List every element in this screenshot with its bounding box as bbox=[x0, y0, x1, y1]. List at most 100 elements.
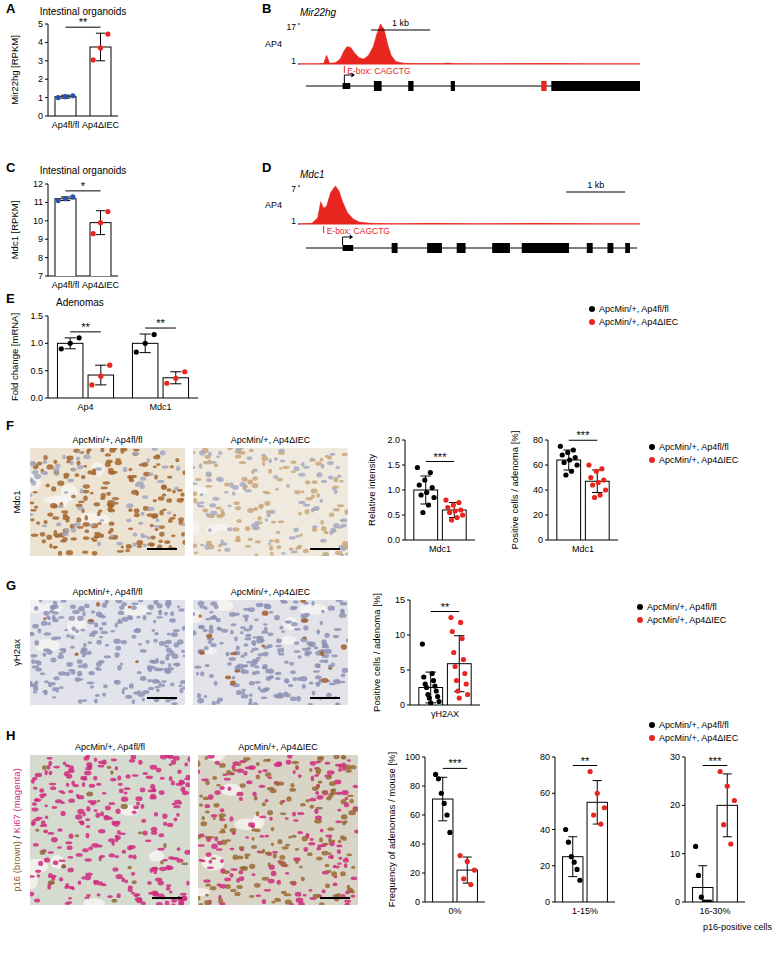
cell bbox=[340, 799, 346, 804]
cell bbox=[323, 843, 329, 846]
cell bbox=[345, 552, 348, 555]
cell bbox=[262, 461, 265, 466]
cell bbox=[235, 670, 241, 673]
cell bbox=[35, 798, 39, 801]
cell bbox=[143, 544, 147, 547]
cell bbox=[53, 546, 57, 549]
cell bbox=[134, 508, 140, 513]
cell bbox=[309, 768, 312, 772]
legend-label: ApcMin/+, Ap4fl/fl bbox=[647, 602, 717, 612]
cell bbox=[288, 684, 294, 687]
cell bbox=[35, 667, 41, 671]
cell bbox=[82, 699, 87, 702]
cell bbox=[83, 484, 90, 488]
cell bbox=[131, 605, 137, 610]
cell bbox=[33, 491, 38, 494]
data-point bbox=[460, 512, 465, 517]
y-tick bbox=[45, 398, 48, 399]
cell bbox=[155, 686, 160, 688]
cell bbox=[220, 808, 225, 812]
plot-marks bbox=[300, 186, 640, 224]
cell bbox=[293, 601, 299, 604]
cell bbox=[66, 456, 73, 461]
cell bbox=[225, 676, 231, 680]
cell bbox=[275, 672, 282, 675]
cell bbox=[321, 480, 327, 483]
cell bbox=[141, 804, 145, 809]
cell bbox=[151, 827, 158, 832]
data-point bbox=[573, 455, 578, 460]
cell bbox=[236, 536, 241, 541]
error-cap bbox=[95, 384, 106, 385]
legend-marker bbox=[649, 457, 655, 463]
cell bbox=[275, 899, 281, 901]
data-point bbox=[143, 341, 148, 346]
cell bbox=[123, 467, 128, 473]
cell bbox=[173, 663, 181, 666]
cell bbox=[224, 548, 230, 552]
cell bbox=[43, 460, 48, 464]
y-tick bbox=[45, 257, 48, 258]
cell bbox=[227, 787, 231, 791]
cell bbox=[47, 650, 53, 655]
cell bbox=[58, 616, 65, 618]
exon bbox=[492, 243, 510, 253]
cell bbox=[65, 764, 70, 767]
data-point bbox=[89, 382, 94, 387]
cell bbox=[179, 781, 185, 785]
cell bbox=[338, 857, 342, 860]
cell bbox=[183, 655, 185, 658]
cell bbox=[131, 755, 137, 760]
cell bbox=[342, 453, 348, 456]
cell bbox=[330, 789, 334, 792]
cell bbox=[259, 815, 266, 818]
cell bbox=[156, 616, 163, 618]
cell bbox=[142, 772, 148, 775]
cell bbox=[198, 835, 201, 839]
cell bbox=[151, 515, 157, 519]
cell bbox=[243, 643, 248, 647]
cell bbox=[324, 864, 329, 868]
cell bbox=[210, 461, 216, 464]
cell bbox=[202, 816, 205, 820]
cell bbox=[165, 901, 170, 905]
data-point bbox=[418, 492, 423, 497]
cell bbox=[298, 512, 302, 516]
cell bbox=[32, 777, 37, 781]
cell bbox=[328, 667, 332, 669]
cell bbox=[321, 526, 327, 531]
cell bbox=[260, 689, 267, 693]
cell bbox=[82, 611, 85, 616]
cell bbox=[199, 463, 203, 468]
cell bbox=[126, 544, 132, 549]
cell bbox=[193, 498, 197, 503]
cell bbox=[193, 451, 195, 454]
cell bbox=[330, 453, 336, 456]
data-point bbox=[77, 335, 82, 340]
cell bbox=[212, 497, 219, 501]
cell bbox=[177, 606, 180, 608]
cell bbox=[160, 777, 165, 780]
cell bbox=[214, 790, 220, 795]
cell bbox=[316, 785, 319, 789]
cell bbox=[216, 455, 220, 458]
cell bbox=[310, 457, 314, 460]
cell bbox=[82, 550, 88, 553]
exon bbox=[408, 81, 413, 91]
cell bbox=[276, 545, 281, 549]
cell bbox=[153, 639, 157, 643]
cell bbox=[255, 670, 260, 674]
cell bbox=[75, 473, 80, 477]
exon bbox=[457, 243, 466, 253]
cell bbox=[141, 512, 145, 516]
cell bbox=[83, 454, 90, 459]
data-point bbox=[558, 444, 563, 449]
cell bbox=[167, 488, 172, 492]
data-point bbox=[98, 45, 103, 50]
y-tick-label: 10 bbox=[395, 630, 405, 640]
cell bbox=[196, 672, 199, 675]
data-point bbox=[458, 507, 463, 512]
cell bbox=[166, 884, 172, 887]
cell bbox=[158, 682, 161, 687]
cell bbox=[258, 504, 263, 509]
